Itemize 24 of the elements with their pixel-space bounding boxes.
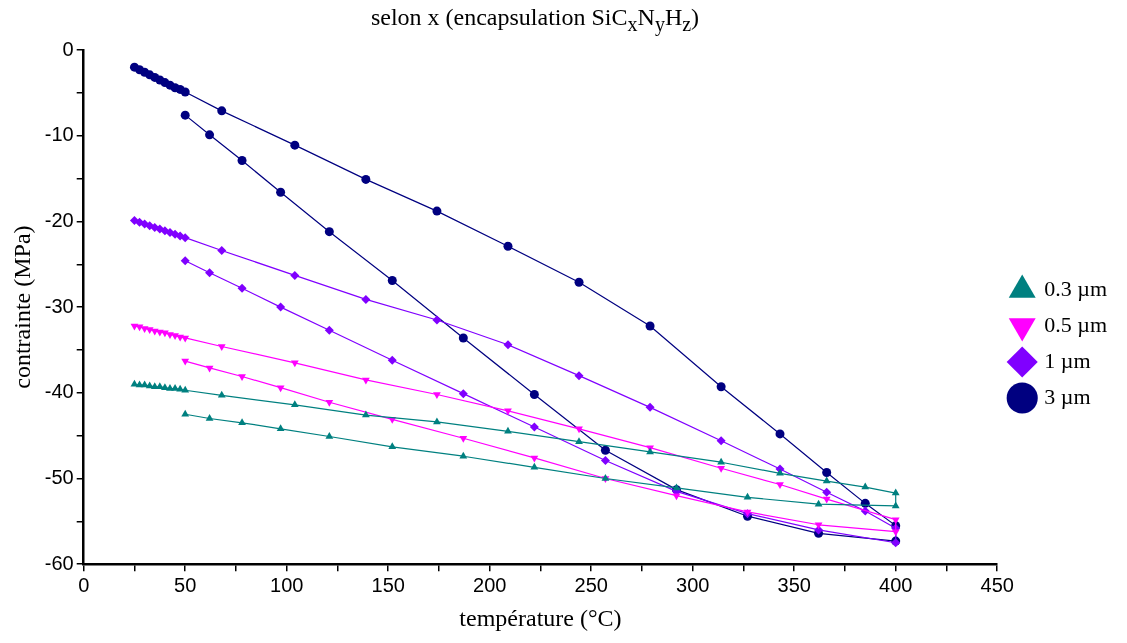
legend-label: 0.3 µm xyxy=(1044,275,1108,301)
y-tick-label: -60 xyxy=(44,551,74,574)
chart-title: selon x (encapsulation SiC$_{x}$N$_{y}$H$_{z}$) xyxy=(369,4,701,36)
y-tick-label: -20 xyxy=(44,208,74,231)
x-tick-label: 400 xyxy=(879,573,913,596)
y-tick-label: -40 xyxy=(44,380,74,403)
x-tick-label: 350 xyxy=(777,573,811,596)
x-tick-label: 150 xyxy=(371,573,405,596)
x-tick-label: 100 xyxy=(270,573,304,596)
x-tick-label: 200 xyxy=(473,573,507,596)
x-tick-label: 450 xyxy=(980,573,1014,596)
legend-label: 0.5 µm xyxy=(1044,311,1108,337)
legend-label: 3 µm xyxy=(1044,383,1091,409)
x-tick-label: 0 xyxy=(78,573,90,596)
y-tick-label: -10 xyxy=(44,123,74,146)
y-tick-label: 0 xyxy=(62,37,74,60)
x-tick-label: 50 xyxy=(174,573,197,596)
y-tick-label: -30 xyxy=(44,294,74,317)
y-tick-label: -50 xyxy=(44,466,74,489)
legend-label: 1 µm xyxy=(1044,347,1091,373)
x-axis-title: température (°C) xyxy=(459,604,622,631)
x-tick-label: 250 xyxy=(574,573,608,596)
x-tick-label: 300 xyxy=(676,573,710,596)
y-axis-title: contrainte (MPa) xyxy=(8,225,35,389)
